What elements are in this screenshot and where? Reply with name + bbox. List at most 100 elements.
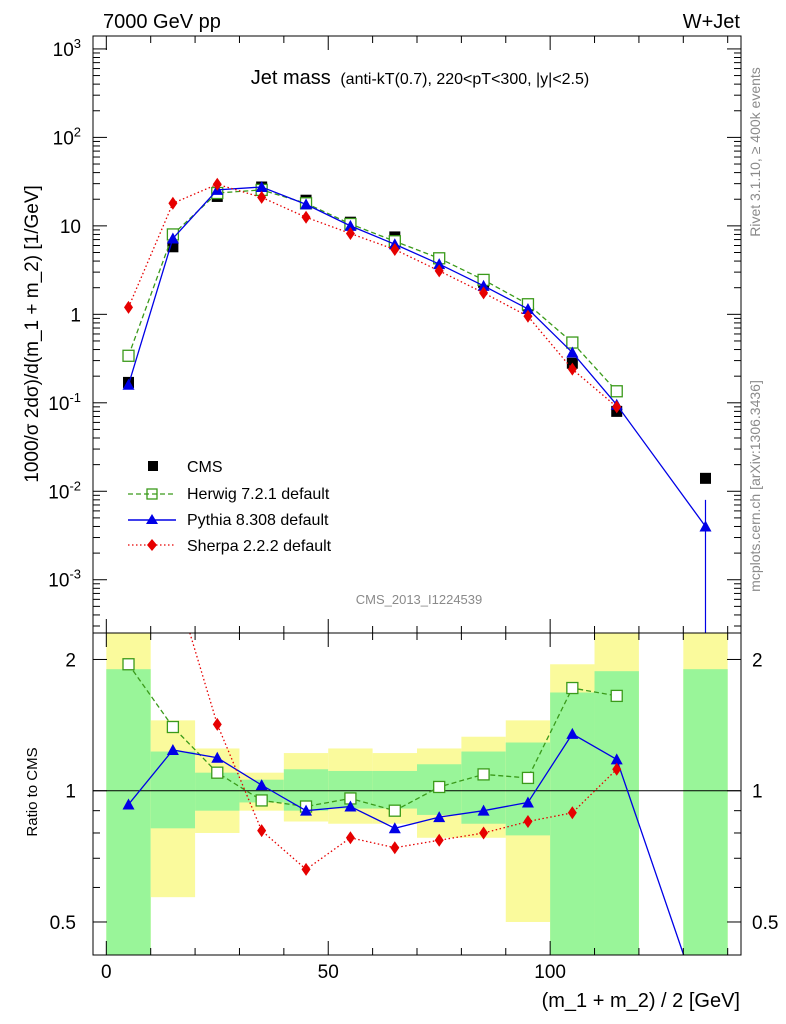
ratio-ytick-label-right: 2 [752, 650, 763, 671]
ratio-point-herwig-1 [166, 720, 180, 734]
xtick-label: 0 [101, 962, 112, 983]
main-point-pythia-12 [699, 520, 712, 532]
ratio-point-herwig-11 [610, 689, 623, 703]
main-point-pythia-7 [433, 258, 446, 270]
main-point-pythia-5 [344, 219, 357, 231]
main-panel-series [122, 177, 712, 633]
main-ytick-label-base: 10 [53, 40, 74, 61]
ratio-point-sherpa-11 [612, 762, 622, 776]
plot-title: Jet mass (anti-kT(0.7), 220<pT<300, |y|<… [251, 67, 589, 89]
legend-herwig-label: Herwig 7.2.1 default [187, 486, 330, 503]
ratio-band-inner-1 [150, 751, 196, 829]
ratio-band-inner-0 [106, 669, 151, 955]
ratio-point-pythia-7 [433, 811, 446, 823]
main-point-pythia-0 [122, 378, 135, 390]
legend-cms-marker [148, 461, 158, 471]
main-point-sherpa-11 [612, 400, 622, 414]
ratio-uncertainty-bands [93, 633, 741, 955]
ratio-point-sherpa-6 [390, 841, 400, 855]
ratio-point-herwig-9 [521, 771, 535, 785]
ratio-band-inner-12 [683, 669, 728, 955]
ratio-point-sherpa-7 [434, 833, 444, 847]
main-point-herwig-10 [566, 336, 579, 349]
ratio-point-sherpa-10 [567, 806, 577, 820]
title-sub: (anti-kT(0.7), 220<pT<300, |y|<2.5) [340, 71, 589, 88]
ratio-point-pythia-9 [521, 796, 534, 808]
main-ytick-label: 103 [53, 36, 81, 61]
main-point-pythia-10 [566, 346, 579, 358]
main-point-sherpa-8 [479, 286, 489, 300]
ratio-point-herwig-3 [255, 794, 268, 807]
xtick-label: 100 [534, 962, 566, 983]
ratio-point-herwig-2 [211, 766, 224, 779]
legend-pythia-label: Pythia 8.308 default [187, 512, 329, 529]
xtick-label: 50 [318, 962, 339, 983]
ratio-point-pythia-11 [610, 753, 623, 765]
main-line-herwig [127, 189, 618, 392]
ratio-point-pythia-6 [388, 822, 401, 834]
main-point-cms-12 [699, 472, 711, 484]
x-axis-label: (m_1 + m_2) / 2 [GeV] [542, 990, 740, 1012]
main-point-pythia-1 [166, 232, 179, 244]
ratio-point-pythia-5 [344, 800, 357, 812]
main-point-pythia-8 [477, 279, 490, 291]
ratio-line-herwig [127, 663, 617, 812]
main-point-sherpa-0 [124, 300, 134, 314]
main-ytick-label-exponent: -3 [69, 567, 81, 582]
ratio-point-herwig-0 [122, 658, 135, 671]
main-point-sherpa-6 [390, 243, 400, 257]
main-point-sherpa-9 [523, 309, 533, 323]
main-point-sherpa-5 [345, 226, 355, 240]
ratio-point-herwig-6 [388, 804, 401, 817]
main-point-pythia-9 [521, 302, 534, 314]
main-ytick-label-exponent: 2 [74, 124, 81, 139]
main-ytick-label: 102 [53, 124, 81, 149]
ratio-axis-label: Ratio to CMS [24, 747, 41, 836]
main-point-sherpa-7 [434, 264, 444, 278]
main-ytick-label-base: 10 [53, 128, 74, 149]
ratio-ytick-label-right: 1 [752, 782, 763, 803]
ratio-point-pythia-3 [255, 779, 268, 791]
main-point-sherpa-3 [257, 190, 267, 204]
ratio-point-pythia-1 [166, 743, 179, 755]
main-point-cms-1 [167, 241, 179, 253]
ratio-point-sherpa-3 [257, 824, 267, 838]
main-ytick-label-base: 10 [48, 394, 69, 415]
legend-herwig-marker [146, 488, 158, 500]
main-ytick-label: 1 [70, 305, 81, 326]
main-ytick-label-base: 10 [48, 482, 69, 503]
ratio-band-inner-11 [594, 671, 639, 955]
main-line-sherpa [127, 183, 618, 408]
title-main: Jet mass [251, 67, 331, 89]
legend: CMS Herwig 7.2.1 default Pythia 8.308 de… [128, 459, 332, 555]
main-ytick-label-base: 10 [48, 571, 69, 592]
main-ytick-label: 10 [60, 217, 81, 238]
main-point-herwig-11 [610, 385, 623, 398]
legend-pythia-marker [146, 514, 158, 524]
main-point-pythia-4 [300, 198, 313, 210]
main-point-sherpa-2 [212, 177, 222, 191]
main-ytick-label: 10-3 [48, 567, 81, 592]
ratio-ytick-label-left: 1 [65, 782, 76, 803]
ratio-ytick-label-left: 2 [65, 650, 76, 671]
side-mcplots-label: mcplots.cern.ch [arXiv:1306.3436] [747, 380, 763, 592]
ratio-point-herwig-8 [477, 768, 490, 781]
ratio-point-herwig-10 [566, 681, 579, 695]
main-ytick-label-exponent: -2 [69, 478, 81, 493]
ratio-point-sherpa-9 [523, 815, 533, 829]
analysis-watermark: CMS_2013_I1224539 [356, 592, 483, 607]
legend-cms-label: CMS [187, 459, 223, 476]
legend-sherpa-marker [147, 539, 157, 551]
main-ytick-label-exponent: -1 [69, 390, 81, 405]
ratio-panel-series [122, 632, 685, 956]
main-point-sherpa-1 [168, 196, 178, 210]
ratio-point-herwig-7 [433, 780, 446, 794]
ratio-point-pythia-0 [122, 798, 135, 810]
ratio-ytick-label-right: 0.5 [752, 913, 778, 934]
main-point-herwig-0 [122, 349, 135, 362]
ratio-point-pythia-10 [566, 727, 579, 739]
main-ytick-label-exponent: 3 [74, 36, 81, 51]
main-point-pythia-3 [255, 180, 268, 192]
side-rivet-label: Rivet 3.1.10, ≥ 400k events [747, 67, 763, 237]
